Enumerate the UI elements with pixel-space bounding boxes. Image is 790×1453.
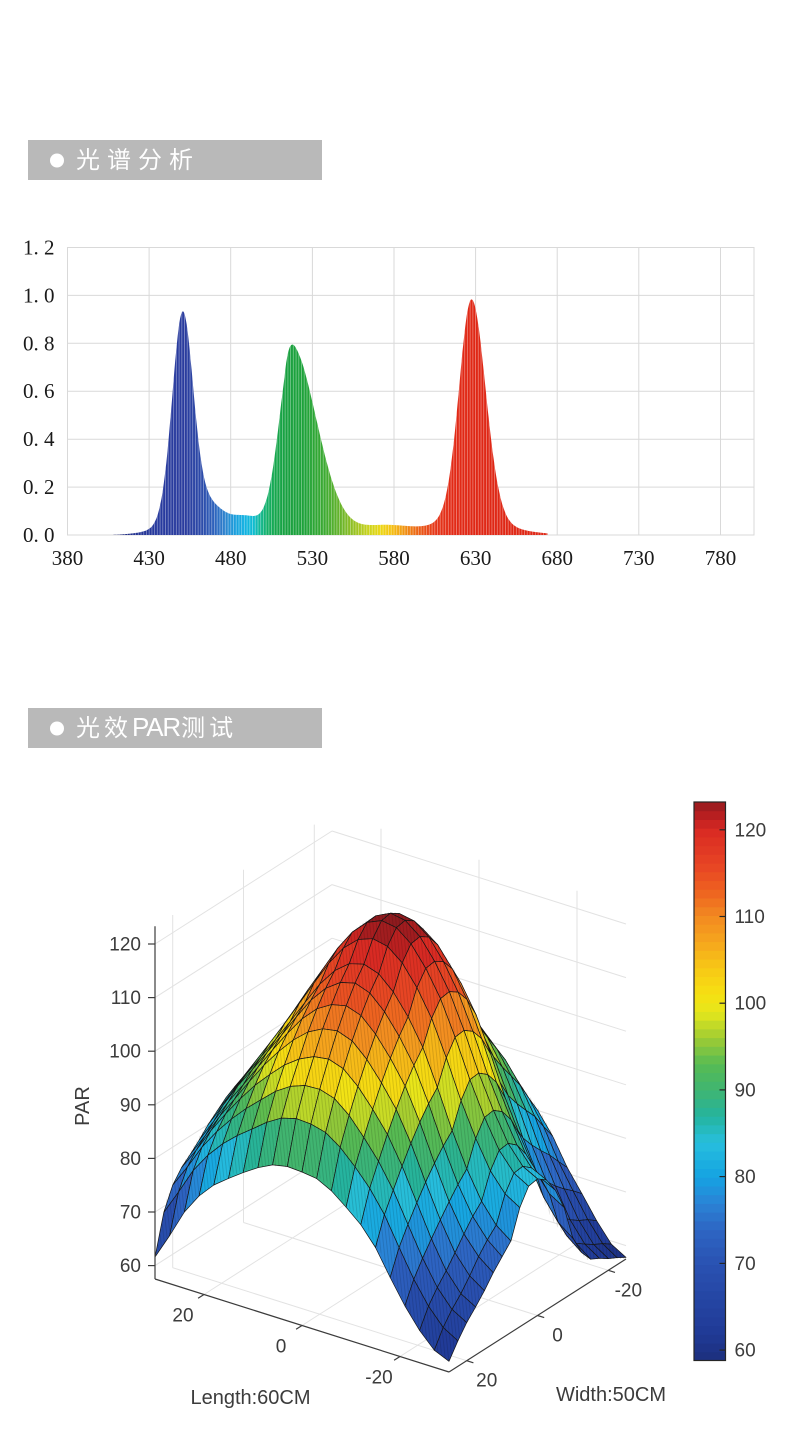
svg-text:0. 0: 0. 0	[23, 523, 55, 547]
svg-text:70: 70	[735, 1254, 756, 1275]
svg-text:80: 80	[735, 1167, 756, 1188]
svg-text:530: 530	[297, 546, 329, 570]
svg-text:70: 70	[120, 1203, 141, 1224]
svg-text:0. 6: 0. 6	[23, 379, 55, 403]
svg-text:90: 90	[120, 1095, 141, 1116]
svg-text:80: 80	[120, 1149, 141, 1170]
svg-text:PAR: PAR	[132, 712, 180, 742]
svg-text:-20: -20	[615, 1280, 642, 1301]
svg-text:-20: -20	[365, 1368, 392, 1389]
svg-text:780: 780	[705, 546, 737, 570]
svg-text:1. 2: 1. 2	[23, 236, 55, 260]
svg-text:100: 100	[735, 994, 767, 1015]
svg-text:110: 110	[735, 907, 765, 928]
svg-text:0: 0	[276, 1337, 287, 1358]
svg-text:110: 110	[111, 988, 141, 1009]
svg-text:730: 730	[623, 546, 655, 570]
svg-text:120: 120	[109, 935, 141, 956]
svg-text:0. 8: 0. 8	[23, 331, 55, 355]
svg-text:Width:50CM: Width:50CM	[556, 1384, 666, 1406]
svg-text:0. 4: 0. 4	[23, 427, 55, 451]
svg-text:580: 580	[378, 546, 410, 570]
svg-text:380: 380	[52, 546, 84, 570]
svg-text:0. 2: 0. 2	[23, 475, 55, 499]
svg-text:100: 100	[109, 1042, 141, 1063]
svg-text:0: 0	[552, 1326, 563, 1347]
svg-text:60: 60	[735, 1341, 756, 1362]
svg-text:PAR: PAR	[72, 1086, 94, 1126]
svg-text:430: 430	[133, 546, 165, 570]
svg-text:20: 20	[476, 1371, 497, 1392]
svg-text:480: 480	[215, 546, 247, 570]
svg-text:Length:60CM: Length:60CM	[190, 1387, 310, 1409]
svg-text:20: 20	[172, 1306, 193, 1327]
svg-text:60: 60	[120, 1256, 141, 1277]
svg-text:120: 120	[735, 820, 767, 841]
svg-text:1. 0: 1. 0	[23, 283, 55, 307]
svg-text:630: 630	[460, 546, 492, 570]
svg-text:680: 680	[541, 546, 573, 570]
svg-text:90: 90	[735, 1080, 756, 1101]
